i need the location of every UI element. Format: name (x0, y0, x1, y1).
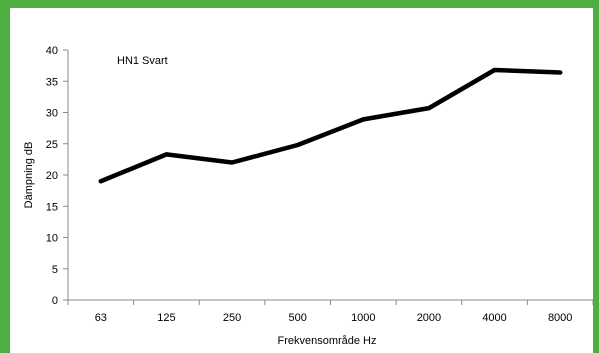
data-point (98, 179, 103, 184)
y-axis-label: Dämpning dB (23, 142, 35, 209)
x-axis-label: Frekvensområde Hz (277, 335, 376, 347)
y-tick-label: 25 (46, 139, 58, 151)
y-tick-label: 15 (46, 201, 58, 213)
y-tick-label: 10 (46, 233, 58, 245)
x-axis-ticks: 63 125 250 500 1000 2000 4000 8000 (67, 300, 594, 324)
frame-left-border (0, 0, 10, 353)
x-tick-label: 8000 (548, 312, 572, 324)
x-tick-label: 1000 (351, 312, 375, 324)
data-point (558, 70, 563, 75)
y-tick-label: 30 (46, 108, 58, 120)
x-tick-label: 500 (289, 312, 307, 324)
y-tick-label: 20 (46, 170, 58, 182)
data-point (361, 117, 366, 122)
chart-axes (67, 50, 593, 301)
frame-top-border (0, 0, 599, 8)
data-point (230, 160, 235, 165)
data-point (295, 143, 300, 147)
x-tick-label: 2000 (417, 312, 441, 324)
data-point (492, 68, 497, 72)
y-tick-label: 40 (46, 45, 58, 57)
y-tick-label: 0 (52, 295, 58, 307)
y-tick-label: 5 (52, 264, 58, 276)
x-tick-label: 4000 (482, 312, 506, 324)
series-label: HN1 Svart (117, 55, 168, 67)
x-tick-label: 63 (95, 312, 107, 324)
y-axis-ticks: 0 5 10 15 20 25 30 35 40 (46, 45, 68, 307)
frame-right-border (593, 0, 599, 353)
y-tick-label: 35 (46, 76, 58, 88)
data-point (164, 152, 169, 157)
data-point (426, 106, 431, 111)
series-line (98, 67, 563, 184)
chart-series (98, 67, 563, 184)
x-tick-label: 250 (223, 312, 241, 324)
x-tick-label: 125 (157, 312, 175, 324)
